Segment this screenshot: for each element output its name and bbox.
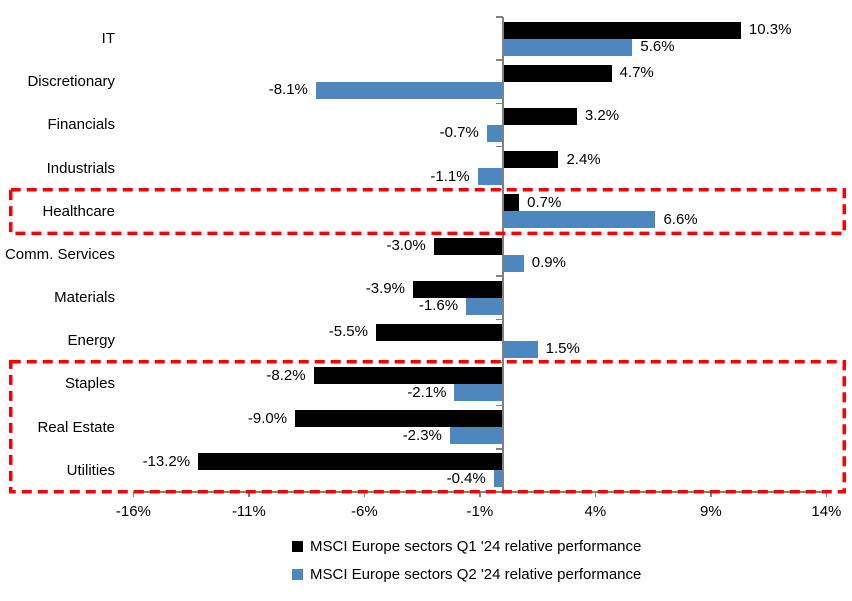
bar-q1-healthcare bbox=[503, 194, 520, 212]
category-tick bbox=[496, 448, 503, 450]
category-tick bbox=[496, 145, 503, 148]
bar-value-q1-financials: 3.2% bbox=[584, 107, 620, 125]
legend-swatch-q2-icon bbox=[292, 568, 303, 580]
bar-q2-healthcare bbox=[503, 211, 656, 229]
category-label-healthcare: Healthcare bbox=[42, 202, 115, 220]
bar-q1-materials bbox=[412, 280, 503, 298]
bar-q2-financials bbox=[486, 124, 503, 142]
bar-q1-financials bbox=[503, 107, 577, 125]
category-tick bbox=[496, 361, 503, 364]
x-axis-tick-label-4: 4% bbox=[584, 503, 607, 520]
bar-q1-staples bbox=[313, 367, 503, 385]
category-tick bbox=[496, 102, 503, 105]
bar-q1-comm-services bbox=[433, 237, 503, 255]
bar-value-q2-materials: -1.6% bbox=[418, 297, 459, 315]
legend-label-q2: MSCI Europe sectors Q2 '24 relative perf… bbox=[310, 565, 642, 583]
bar-q2-staples bbox=[454, 384, 503, 402]
bar-q2-it bbox=[503, 38, 633, 56]
bar-value-q1-real-estate: -9.0% bbox=[247, 409, 288, 427]
bar-value-q1-comm-services: -3.0% bbox=[386, 237, 426, 254]
bar-value-q1-healthcare: 0.7% bbox=[527, 193, 562, 211]
x-axis-tick bbox=[594, 491, 597, 497]
category-tick bbox=[496, 16, 503, 18]
category-label-staples: Staples bbox=[64, 375, 115, 393]
bar-q1-energy bbox=[375, 323, 503, 341]
x-axis-tick-label-1: -1% bbox=[466, 503, 494, 520]
bar-value-q2-energy: 1.5% bbox=[545, 340, 580, 358]
category-label-financials: Financials bbox=[47, 116, 115, 134]
bar-value-q1-utilities: -13.2% bbox=[142, 452, 191, 470]
bar-value-q2-discretionary: -8.1% bbox=[268, 81, 308, 99]
category-label-industrials: Industrials bbox=[46, 159, 115, 177]
bar-q2-discretionary bbox=[315, 81, 503, 99]
x-axis-tick-label-9: 9% bbox=[700, 503, 722, 520]
category-label-discretionary: Discretionary bbox=[27, 73, 115, 91]
bar-value-q1-industrials: 2.4% bbox=[566, 150, 601, 168]
category-tick bbox=[496, 318, 503, 320]
bar-q1-it bbox=[503, 21, 741, 39]
bar-q1-utilities bbox=[198, 453, 503, 471]
bar-q2-materials bbox=[466, 297, 503, 315]
category-label-real-estate: Real Estate bbox=[37, 418, 115, 436]
category-label-materials: Materials bbox=[54, 289, 115, 307]
category-label-comm-services: Comm. Services bbox=[4, 245, 115, 263]
bar-value-q1-materials: -3.9% bbox=[365, 280, 405, 298]
x-axis-tick bbox=[479, 491, 481, 497]
bar-value-q2-industrials: -1.1% bbox=[430, 167, 470, 185]
value-axis-zero-line bbox=[501, 17, 504, 492]
category-label-utilities: Utilities bbox=[66, 461, 115, 479]
bar-q2-real-estate bbox=[449, 427, 503, 445]
bar-value-q2-financials: -0.7% bbox=[439, 124, 479, 142]
bar-value-q2-staples: -2.1% bbox=[407, 383, 447, 401]
x-axis-tick bbox=[710, 491, 712, 497]
bar-q1-discretionary bbox=[503, 64, 612, 82]
x-axis-tick-label-16: -16% bbox=[115, 503, 151, 520]
category-tick bbox=[496, 59, 503, 61]
category-label-energy: Energy bbox=[67, 332, 115, 350]
category-label-it: IT bbox=[101, 30, 115, 47]
bar-value-q1-staples: -8.2% bbox=[266, 366, 306, 384]
x-axis-tick-label-6: -6% bbox=[351, 503, 378, 520]
x-axis-tick bbox=[248, 491, 250, 497]
category-tick bbox=[496, 232, 503, 234]
bar-q2-comm-services bbox=[503, 254, 524, 272]
bar-value-q2-utilities: -0.4% bbox=[446, 469, 486, 487]
bar-value-q1-discretionary: 4.7% bbox=[619, 64, 654, 82]
bar-value-q2-it: 5.6% bbox=[640, 38, 675, 56]
x-axis-tick bbox=[825, 491, 828, 497]
x-axis-tick bbox=[363, 491, 366, 497]
legend-item-q2: MSCI Europe sectors Q2 '24 relative perf… bbox=[292, 565, 641, 583]
category-tick bbox=[496, 188, 503, 191]
x-axis-tick bbox=[132, 491, 135, 497]
category-tick bbox=[496, 404, 503, 407]
bar-q2-industrials bbox=[477, 168, 503, 186]
bar-value-q1-it: 10.3% bbox=[748, 21, 792, 39]
x-axis-tick-label-14: 14% bbox=[811, 503, 842, 520]
bar-value-q2-comm-services: 0.9% bbox=[531, 254, 566, 271]
bar-value-q2-healthcare: 6.6% bbox=[663, 210, 698, 228]
legend-item-q1: MSCI Europe sectors Q1 '24 relative perf… bbox=[292, 537, 641, 555]
x-axis-tick-label-11: -11% bbox=[231, 503, 266, 520]
category-tick bbox=[496, 275, 503, 277]
dashed-rect-icon bbox=[9, 187, 846, 235]
bar-value-q2-real-estate: -2.3% bbox=[402, 426, 442, 444]
bar-q1-industrials bbox=[503, 151, 559, 169]
legend-label-q1: MSCI Europe sectors Q1 '24 relative perf… bbox=[310, 537, 642, 555]
highlight-box-healthcare bbox=[9, 187, 846, 235]
bar-q2-energy bbox=[503, 340, 538, 358]
bar-q1-real-estate bbox=[295, 410, 503, 428]
bar-value-q1-energy: -5.5% bbox=[328, 323, 368, 341]
legend-swatch-q1-icon bbox=[292, 540, 303, 552]
